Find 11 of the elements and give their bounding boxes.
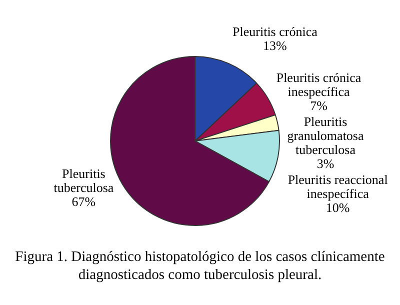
data-label: 67% [72, 194, 96, 210]
slice-label: Pleuritis crónica inespecífica [276, 70, 362, 99]
data-label: 3% [316, 156, 334, 171]
data-label: 7% [310, 98, 328, 113]
slice-label: Pleuritis tuberculosa [54, 166, 114, 196]
text: Figura 1. Diagnóstico histopatológico de los casos clínicamente diagnosticados como tuberculosis pleural. [14, 248, 386, 284]
data-label: 10% [326, 200, 350, 215]
slice-label: Pleuritis reaccional inespecífica [288, 172, 388, 201]
slice-label: Pleuritis granulomatosa tuberculosa [287, 114, 364, 157]
data-label: 13% [263, 38, 288, 54]
slice-label: Pleuritis crónica [232, 24, 318, 40]
